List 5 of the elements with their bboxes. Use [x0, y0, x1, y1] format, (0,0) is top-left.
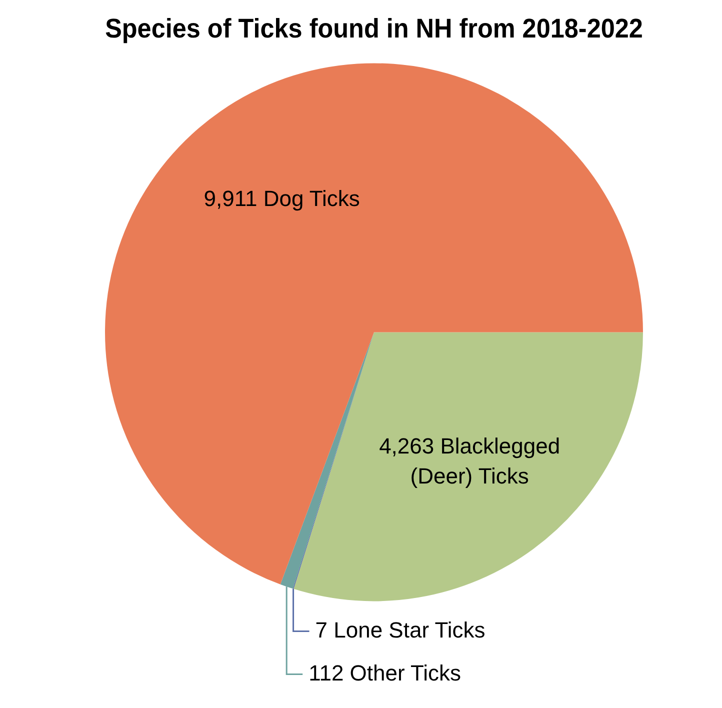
- slice-label: 7 Lone Star Ticks: [315, 617, 486, 642]
- slice-label: 4,263 Blacklegged (Deer) Ticks: [379, 433, 560, 488]
- slice-label: 9,911 Dog Ticks: [204, 186, 360, 211]
- slice-label: 112 Other Ticks: [308, 660, 462, 686]
- chart-title: Species of Ticks found in NH from 2018-2022: [105, 12, 643, 44]
